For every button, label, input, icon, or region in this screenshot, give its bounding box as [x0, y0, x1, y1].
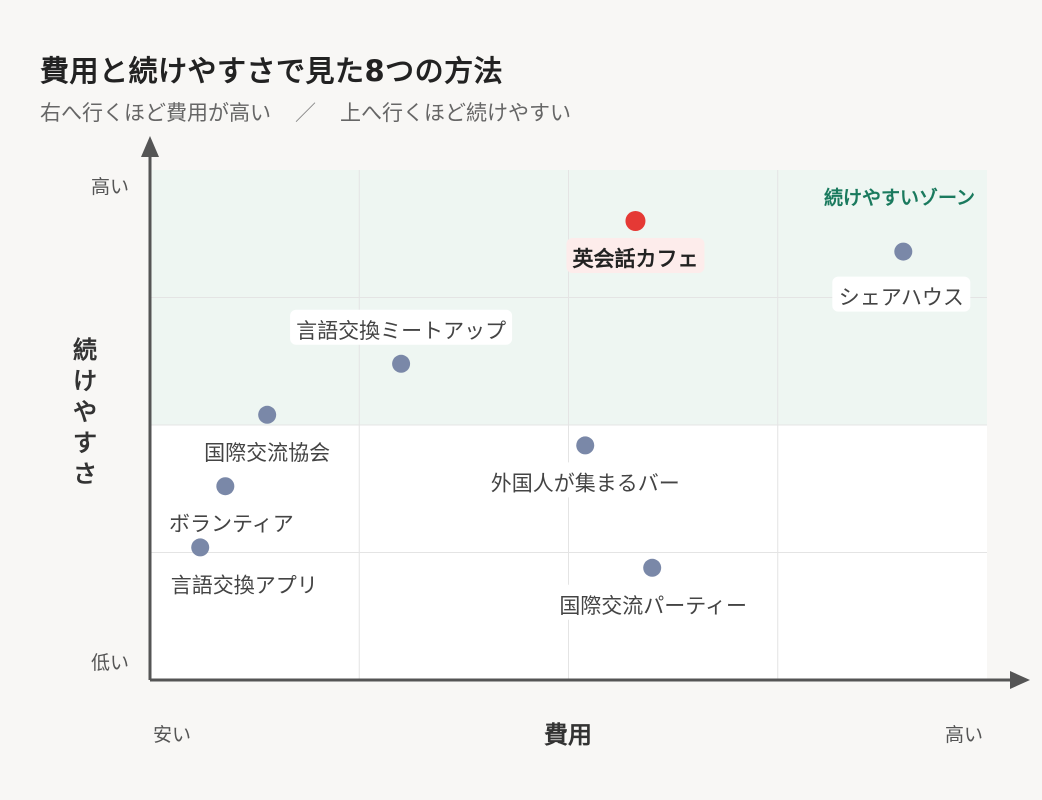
- point-label: 言語交換アプリ: [171, 573, 318, 597]
- y-axis-arrow: [141, 136, 159, 157]
- point-label: シェアハウス: [839, 286, 964, 310]
- y-axis-label-char: さ: [73, 460, 97, 488]
- x-axis-arrow: [1010, 671, 1030, 689]
- y-axis-label-char: け: [73, 367, 97, 395]
- data-point: [894, 242, 913, 261]
- x-tick-low: 安い: [153, 724, 191, 746]
- zone-label: 続けやすいゾーン: [824, 186, 975, 209]
- data-point: [191, 538, 210, 557]
- point-label-background: [484, 462, 686, 498]
- data-point: [258, 405, 277, 424]
- data-point: [216, 477, 235, 496]
- y-tick-low: 低い: [91, 652, 129, 674]
- point-label-background: [832, 276, 971, 312]
- data-point: [576, 436, 595, 455]
- y-axis-label-char: 続: [73, 336, 97, 364]
- highlighted-point: [625, 211, 646, 231]
- point-label-background: [198, 431, 337, 467]
- point-label: 国際交流協会: [204, 441, 330, 465]
- point-label-background: [164, 564, 324, 600]
- point-label: 言語交換ミートアップ: [296, 319, 506, 343]
- x-axis-label: 費用: [544, 721, 592, 749]
- data-point: [643, 558, 662, 577]
- point-label-background: [566, 238, 705, 273]
- chart-title: 費用と続けやすさで見た8つの方法: [40, 54, 504, 88]
- point-label: 英会話カフェ: [572, 247, 698, 271]
- point-label-background: [290, 309, 513, 345]
- y-axis-label: 続けやすさ: [73, 336, 97, 488]
- axes: [141, 136, 1030, 689]
- subtitle-x-hint: 右へ行くほど費用が高い: [40, 101, 271, 125]
- y-axis-label-char: や: [73, 398, 97, 426]
- data-points: [191, 211, 913, 577]
- y-tick-high: 高い: [91, 176, 129, 198]
- point-label: ボランティア: [169, 512, 294, 536]
- chart-subtitle: 右へ行くほど費用が高い ／ 上へ行くほど続けやすい: [40, 97, 571, 127]
- point-label: 外国人が集まるバー: [491, 471, 680, 495]
- x-tick-high: 高い: [945, 724, 983, 746]
- point-label: 国際交流パーティー: [559, 594, 747, 618]
- point-labels: 英会話カフェシェアハウス言語交換ミートアップ国際交流協会外国人が集まるバーボラン…: [162, 238, 971, 620]
- y-axis-label-char: す: [73, 429, 97, 457]
- point-label-background: [552, 584, 754, 620]
- data-point: [392, 354, 411, 373]
- point-label-background: [162, 503, 301, 539]
- subtitle-y-hint: 上へ行くほど続けやすい: [340, 101, 571, 125]
- subtitle-separator: ／: [295, 101, 316, 125]
